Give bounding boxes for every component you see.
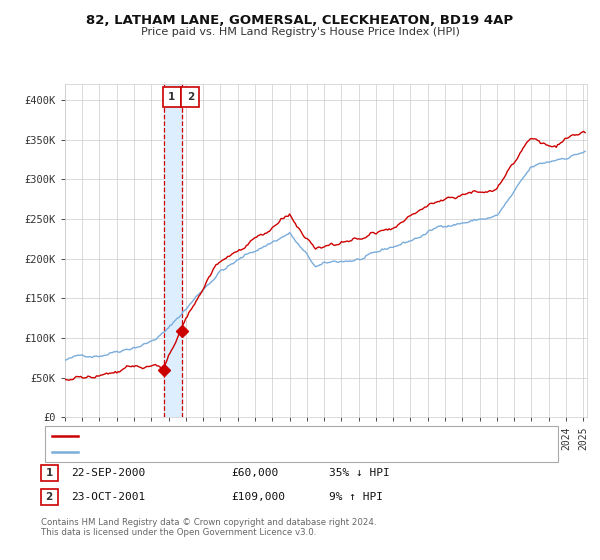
Text: Contains HM Land Registry data © Crown copyright and database right 2024.
This d: Contains HM Land Registry data © Crown c… xyxy=(41,518,376,538)
Text: 9% ↑ HPI: 9% ↑ HPI xyxy=(329,492,383,502)
Text: 22-SEP-2000: 22-SEP-2000 xyxy=(71,468,145,478)
Text: 82, LATHAM LANE, GOMERSAL, CLECKHEATON, BD19 4AP: 82, LATHAM LANE, GOMERSAL, CLECKHEATON, … xyxy=(86,14,514,27)
Text: £60,000: £60,000 xyxy=(231,468,278,478)
Text: 1: 1 xyxy=(168,92,175,102)
Text: £109,000: £109,000 xyxy=(231,492,285,502)
Text: 35% ↓ HPI: 35% ↓ HPI xyxy=(329,468,389,478)
Text: 82, LATHAM LANE, GOMERSAL, CLECKHEATON, BD19 4AP (detached house): 82, LATHAM LANE, GOMERSAL, CLECKHEATON, … xyxy=(83,431,461,441)
Text: 23-OCT-2001: 23-OCT-2001 xyxy=(71,492,145,502)
Text: 2: 2 xyxy=(187,92,194,102)
Bar xyxy=(164,84,182,417)
Text: Price paid vs. HM Land Registry's House Price Index (HPI): Price paid vs. HM Land Registry's House … xyxy=(140,27,460,37)
Text: 1: 1 xyxy=(46,468,53,478)
Text: 2: 2 xyxy=(46,492,53,502)
Text: HPI: Average price, detached house, Kirklees: HPI: Average price, detached house, Kirk… xyxy=(83,447,307,457)
